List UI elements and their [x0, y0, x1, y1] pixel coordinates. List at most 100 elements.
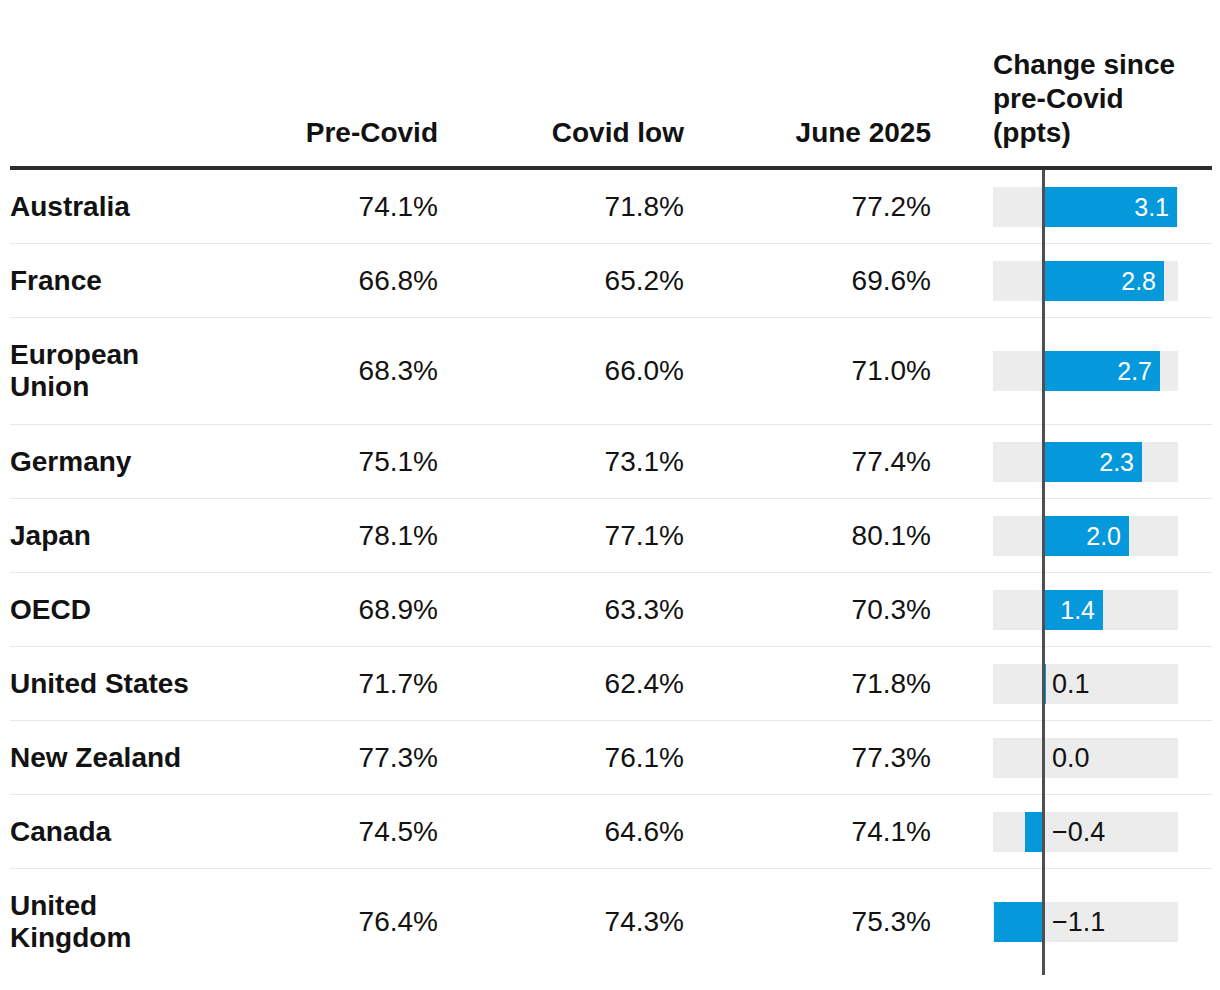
table-row: Canada74.5%64.6%74.1% −0.4: [10, 795, 1212, 869]
change-bar-cell: 1.4: [931, 590, 1178, 630]
country-label-line: Union: [10, 371, 270, 403]
change-value-label: 2.8: [1121, 266, 1156, 295]
covid-low-value: 76.1%: [438, 742, 684, 774]
june-2025-value: 77.4%: [684, 446, 931, 478]
change-value-label: −1.1: [1052, 907, 1105, 938]
country-label: OECD: [10, 594, 270, 626]
change-value-label: 1.4: [1060, 595, 1095, 624]
june-2025-value: 74.1%: [684, 816, 931, 848]
change-bar: 3.1: [1042, 187, 1177, 227]
col-header-pre-covid: Pre-Covid: [270, 116, 438, 166]
change-bar: 2.7: [1042, 351, 1160, 391]
change-value-label: 0.0: [1052, 742, 1090, 773]
pre-covid-value: 75.1%: [270, 446, 438, 478]
country-label-line: OECD: [10, 594, 270, 626]
country-label: EuropeanUnion: [10, 339, 270, 403]
col-header-change-since-pre-covid: Change since pre-Covid (ppts): [931, 48, 1178, 166]
covid-low-value: 77.1%: [438, 520, 684, 552]
change-bar: 2.3: [1042, 442, 1142, 482]
country-label: Germany: [10, 446, 270, 478]
country-label-line: Japan: [10, 520, 270, 552]
country-label: New Zealand: [10, 742, 270, 774]
june-2025-value: 71.0%: [684, 355, 931, 387]
covid-low-value: 73.1%: [438, 446, 684, 478]
covid-low-value: 65.2%: [438, 265, 684, 297]
country-label-line: United States: [10, 668, 270, 700]
employment-rate-table-chart: Pre-Covid Covid low June 2025 Change sin…: [0, 0, 1220, 990]
change-bar-cell: 0.1: [931, 664, 1178, 704]
change-bar: 2.8: [1042, 261, 1164, 301]
table-row: New Zealand77.3%76.1%77.3%0.0: [10, 721, 1212, 795]
pre-covid-value: 74.1%: [270, 191, 438, 223]
change-bar-cell: 2.7: [931, 351, 1178, 391]
country-label: Australia: [10, 191, 270, 223]
pre-covid-value: 71.7%: [270, 668, 438, 700]
country-label: Canada: [10, 816, 270, 848]
change-bar-track: 0.1: [993, 664, 1178, 704]
covid-low-value: 62.4%: [438, 668, 684, 700]
country-label-line: Germany: [10, 446, 270, 478]
table-header-row: Pre-Covid Covid low June 2025 Change sin…: [10, 0, 1212, 170]
june-2025-value: 80.1%: [684, 520, 931, 552]
change-bar-track: 2.0: [993, 516, 1178, 556]
june-2025-value: 77.3%: [684, 742, 931, 774]
change-bar-track: 3.1: [993, 187, 1178, 227]
table-body: Australia74.1%71.8%77.2%3.1France66.8%65…: [0, 170, 1220, 975]
pre-covid-value: 68.3%: [270, 355, 438, 387]
change-bar-track: 2.8: [993, 261, 1178, 301]
change-bar-cell: −1.1: [931, 902, 1178, 942]
country-label-line: United: [10, 890, 270, 922]
change-value-label: −0.4: [1052, 816, 1105, 847]
change-bar: 1.4: [1042, 590, 1103, 630]
pre-covid-value: 76.4%: [270, 906, 438, 938]
pre-covid-value: 74.5%: [270, 816, 438, 848]
june-2025-value: 77.2%: [684, 191, 931, 223]
col-header-covid-low: Covid low: [438, 116, 684, 166]
change-bar-track: −0.4: [993, 812, 1178, 852]
table-row: OECD68.9%63.3%70.3% 1.4: [10, 573, 1212, 647]
change-bar-track: 2.3: [993, 442, 1178, 482]
pre-covid-value: 68.9%: [270, 594, 438, 626]
june-2025-value: 75.3%: [684, 906, 931, 938]
change-bar-cell: 2.0: [931, 516, 1178, 556]
zero-axis-line: [1042, 170, 1045, 975]
pre-covid-value: 77.3%: [270, 742, 438, 774]
table-row: UnitedKingdom76.4%74.3%75.3%−1.1: [10, 869, 1212, 975]
change-bar: [1025, 812, 1042, 852]
change-bar-cell: 2.8: [931, 261, 1178, 301]
col-header-june-2025: June 2025: [684, 116, 931, 166]
june-2025-value: 71.8%: [684, 668, 931, 700]
table-row: United States71.7%62.4%71.8% 0.1: [10, 647, 1212, 721]
country-label: United States: [10, 668, 270, 700]
change-bar-cell: 3.1: [931, 187, 1178, 227]
change-bar: 2.0: [1042, 516, 1129, 556]
country-label: UnitedKingdom: [10, 890, 270, 954]
change-header-line-1: Change since: [993, 48, 1178, 82]
change-bar: [994, 902, 1042, 942]
june-2025-value: 70.3%: [684, 594, 931, 626]
change-bar-cell: 0.0: [931, 738, 1178, 778]
country-label-line: New Zealand: [10, 742, 270, 774]
covid-low-value: 71.8%: [438, 191, 684, 223]
covid-low-value: 64.6%: [438, 816, 684, 848]
change-value-label: 0.1: [1052, 668, 1090, 699]
country-label-line: France: [10, 265, 270, 297]
change-header-line-2: pre-Covid: [993, 82, 1178, 116]
pre-covid-value: 78.1%: [270, 520, 438, 552]
change-bar-track: −1.1: [993, 902, 1178, 942]
change-value-label: 2.0: [1086, 521, 1121, 550]
change-value-label: 3.1: [1134, 192, 1169, 221]
country-label-line: European: [10, 339, 270, 371]
change-bar-track: 1.4: [993, 590, 1178, 630]
table-row: Australia74.1%71.8%77.2% 3.1: [10, 170, 1212, 244]
change-bar-cell: −0.4: [931, 812, 1178, 852]
table-row: France66.8%65.2%69.6%2.8: [10, 244, 1212, 318]
change-bar-track: 2.7: [993, 351, 1178, 391]
table-row: Germany75.1%73.1%77.4% 2.3: [10, 425, 1212, 499]
country-label-line: Canada: [10, 816, 270, 848]
change-value-label: 2.7: [1117, 357, 1152, 386]
country-label: France: [10, 265, 270, 297]
change-value-label: 2.3: [1099, 447, 1134, 476]
covid-low-value: 66.0%: [438, 355, 684, 387]
covid-low-value: 63.3%: [438, 594, 684, 626]
